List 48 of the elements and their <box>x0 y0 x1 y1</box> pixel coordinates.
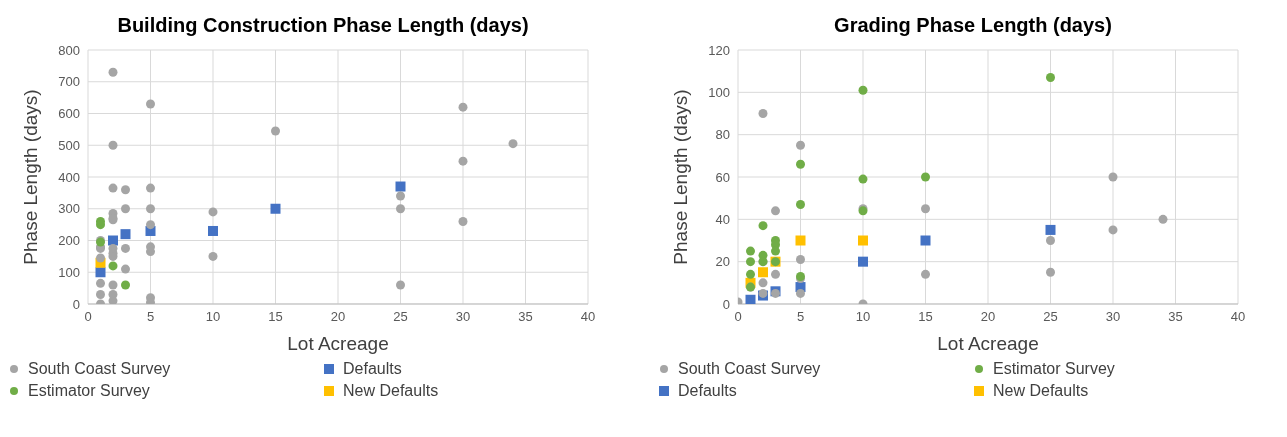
x-tick-label: 0 <box>84 309 92 325</box>
x-tick-label: 20 <box>980 309 996 325</box>
y-tick-label: 0 <box>722 296 730 312</box>
x-tick-label: 35 <box>518 309 533 325</box>
legend-label: New Defaults <box>992 382 1090 400</box>
x-tick-label: 10 <box>855 309 871 325</box>
y-tick-label: 0 <box>72 296 80 312</box>
x-tick-label: 30 <box>1105 309 1121 325</box>
y-tick-label: 800 <box>58 42 80 58</box>
legend-label: South Coast Survey <box>27 360 172 378</box>
y-tick-label: 400 <box>58 169 80 185</box>
y-tick-label: 80 <box>715 127 730 143</box>
x-tick-label: 35 <box>1168 309 1183 325</box>
chart-title: Building Construction Phase Length (days) <box>116 13 530 38</box>
x-axis-title: Lot Acreage <box>937 333 1039 354</box>
y-tick-label: 60 <box>715 169 730 185</box>
x-tick-label: 5 <box>796 309 805 325</box>
x-tick-label: 25 <box>393 309 408 325</box>
x-axis-title: Lot Acreage <box>287 333 389 354</box>
y-tick-label: 40 <box>715 211 730 227</box>
legend-label: Defaults <box>677 382 738 400</box>
y-tick-label: 20 <box>715 254 730 270</box>
x-tick-label: 40 <box>1230 309 1246 325</box>
x-tick-label: 10 <box>205 309 221 325</box>
x-tick-label: 5 <box>146 309 155 325</box>
y-tick-label: 100 <box>58 264 80 280</box>
legend-label: Estimator Survey <box>992 360 1116 378</box>
y-tick-label: 700 <box>58 74 80 90</box>
y-tick-label: 600 <box>58 106 80 122</box>
x-tick-label: 40 <box>580 309 596 325</box>
x-tick-label: 0 <box>734 309 742 325</box>
y-tick-label: 200 <box>58 233 80 249</box>
x-tick-label: 20 <box>330 309 346 325</box>
y-tick-label: 500 <box>58 137 80 153</box>
y-axis-title: Phase Length (days) <box>669 89 691 265</box>
chart-title: Grading Phase Length (days) <box>833 13 1113 38</box>
y-tick-label: 300 <box>58 201 80 217</box>
legend-label: Defaults <box>342 360 403 378</box>
y-tick-label: 120 <box>708 42 730 58</box>
legend-label: New Defaults <box>342 382 440 400</box>
x-tick-label: 25 <box>1043 309 1058 325</box>
legend-label: South Coast Survey <box>677 360 822 378</box>
x-tick-label: 15 <box>918 309 933 325</box>
legend-label: Estimator Survey <box>27 382 151 400</box>
x-tick-label: 30 <box>455 309 471 325</box>
x-tick-label: 15 <box>268 309 283 325</box>
y-axis-title: Phase Length (days) <box>19 89 41 265</box>
y-tick-label: 100 <box>708 84 730 100</box>
